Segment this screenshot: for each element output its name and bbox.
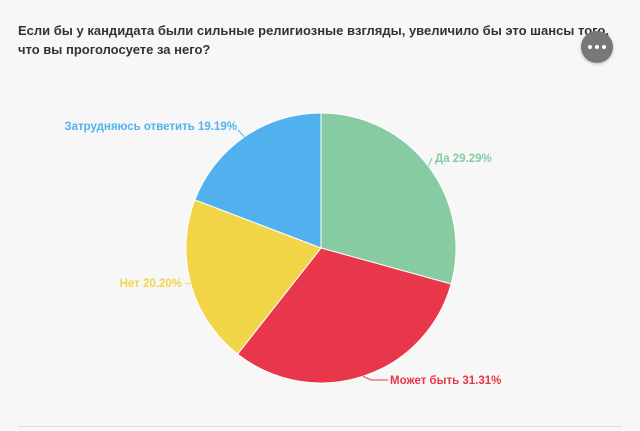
slice-label: Может быть 31.31% — [390, 375, 501, 387]
slice-label: Нет 20.20% — [120, 278, 182, 290]
slice-label: Затрудняюсь ответить 19.19% — [64, 121, 237, 133]
label-connector — [184, 282, 191, 285]
label-connector — [427, 157, 433, 167]
pie-slice[interactable] — [320, 112, 457, 285]
more-options-button[interactable] — [581, 31, 613, 63]
label-connector — [362, 375, 388, 381]
more-dot — [588, 45, 592, 49]
more-dot — [595, 45, 599, 49]
divider — [18, 426, 622, 427]
pie-slice[interactable] — [194, 112, 322, 249]
slice-label: Да 29.29% — [435, 153, 492, 165]
label-connector — [237, 129, 245, 138]
more-dot — [602, 45, 606, 49]
question-title: Если бы у кандидата были сильные религио… — [18, 23, 609, 57]
